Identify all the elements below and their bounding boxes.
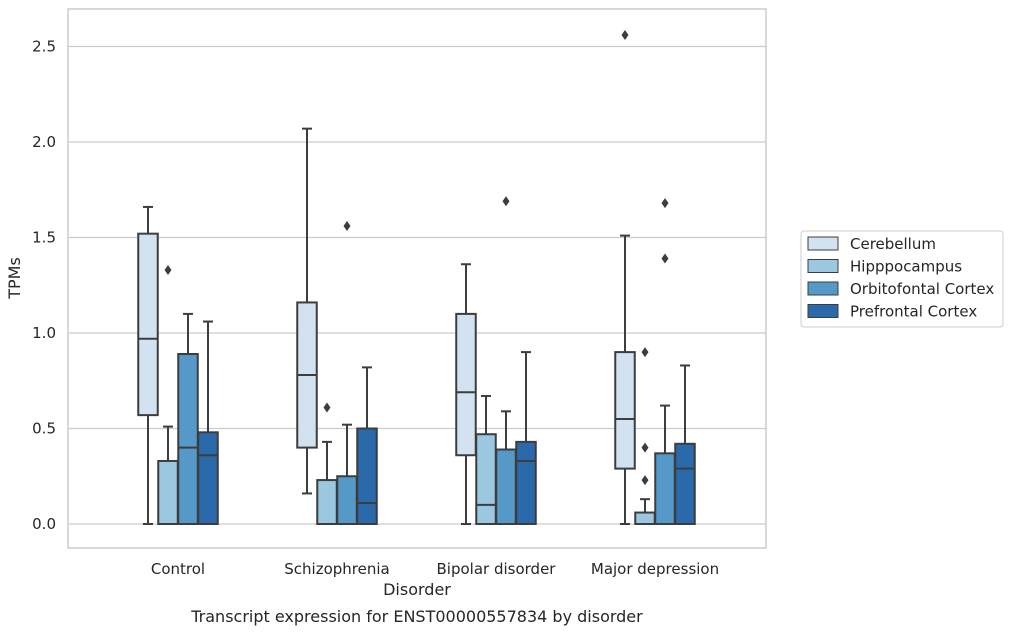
legend-swatch	[807, 304, 839, 318]
box-prefrontal-cortex	[515, 351, 537, 525]
outlier-point	[661, 198, 669, 209]
x-tick-label: Bipolar disorder	[437, 560, 557, 578]
outlier-point	[661, 253, 669, 264]
y-tick-labels: 0.0 0.5 1.0 1.5 2.0 2.5	[32, 38, 56, 534]
y-axis-label: TPMs	[5, 257, 24, 300]
outlier-point	[621, 30, 629, 41]
legend-label: Cerebellum	[850, 235, 936, 253]
y-tick-label: 2.5	[32, 38, 56, 56]
box-cerebellum	[614, 30, 636, 525]
x-tick-label: Control	[151, 560, 205, 578]
iqr-box	[674, 442, 696, 525]
box-orbitofontal-cortex	[495, 196, 517, 526]
plot-boxes	[137, 30, 696, 526]
iqr-box	[654, 452, 676, 525]
legend: Cerebellum Hipppocampus Orbitofontal Corte…	[800, 230, 1004, 328]
y-tick-label: 2.0	[32, 133, 56, 151]
y-tick-label: 1.5	[32, 229, 56, 247]
box-cerebellum	[455, 263, 477, 525]
x-tick-label: Schizophrenia	[284, 560, 389, 578]
legend-label: Orbitofontal Cortex	[850, 280, 994, 298]
y-tick-label: 0.0	[32, 515, 56, 533]
legend-label: Hipppocampus	[850, 258, 962, 276]
x-tick-labels: Control Schizophrenia Bipolar disorder Majo…	[151, 560, 719, 578]
outlier-point	[323, 402, 331, 413]
x-tick-label: Major depression	[591, 560, 719, 578]
chart-caption: Transcript expression for ENST0000055783…	[190, 607, 643, 626]
iqr-box	[475, 433, 497, 526]
iqr-box	[356, 427, 378, 525]
iqr-box	[177, 353, 199, 526]
outlier-point	[641, 442, 649, 453]
outlier-point	[343, 221, 351, 232]
iqr-box	[336, 475, 358, 525]
legend-items: Cerebellum Hipppocampus Orbitofontal Corte…	[807, 235, 994, 321]
legend-swatch	[807, 281, 839, 296]
box-prefrontal-cortex	[197, 320, 219, 526]
outlier-point	[502, 196, 510, 207]
iqr-box	[515, 440, 537, 525]
iqr-box	[634, 511, 656, 525]
legend-swatch	[807, 259, 839, 273]
legend-frame	[800, 230, 1004, 328]
iqr-box	[316, 479, 338, 526]
box-prefrontal-cortex	[356, 366, 378, 525]
y-tick-label: 1.0	[32, 324, 56, 342]
box-hipppocampus	[475, 395, 497, 526]
outlier-point	[164, 264, 172, 275]
iqr-box	[495, 448, 517, 526]
iqr-box	[157, 459, 179, 525]
iqr-box	[197, 431, 219, 526]
box-prefrontal-cortex	[674, 364, 696, 525]
iqr-box	[614, 351, 636, 470]
box-hipppocampus	[634, 347, 656, 525]
box-cerebellum	[137, 205, 159, 525]
legend-label: Prefrontal Cortex	[850, 303, 977, 321]
outlier-point	[641, 347, 649, 358]
y-tick-label: 0.5	[32, 420, 56, 438]
iqr-box	[455, 312, 477, 457]
x-axis-label: Disorder	[383, 580, 451, 599]
outlier-point	[641, 475, 649, 486]
plot-frame	[67, 8, 767, 549]
iqr-box	[137, 232, 159, 417]
box-cerebellum	[296, 127, 318, 495]
legend-swatch	[807, 236, 839, 251]
